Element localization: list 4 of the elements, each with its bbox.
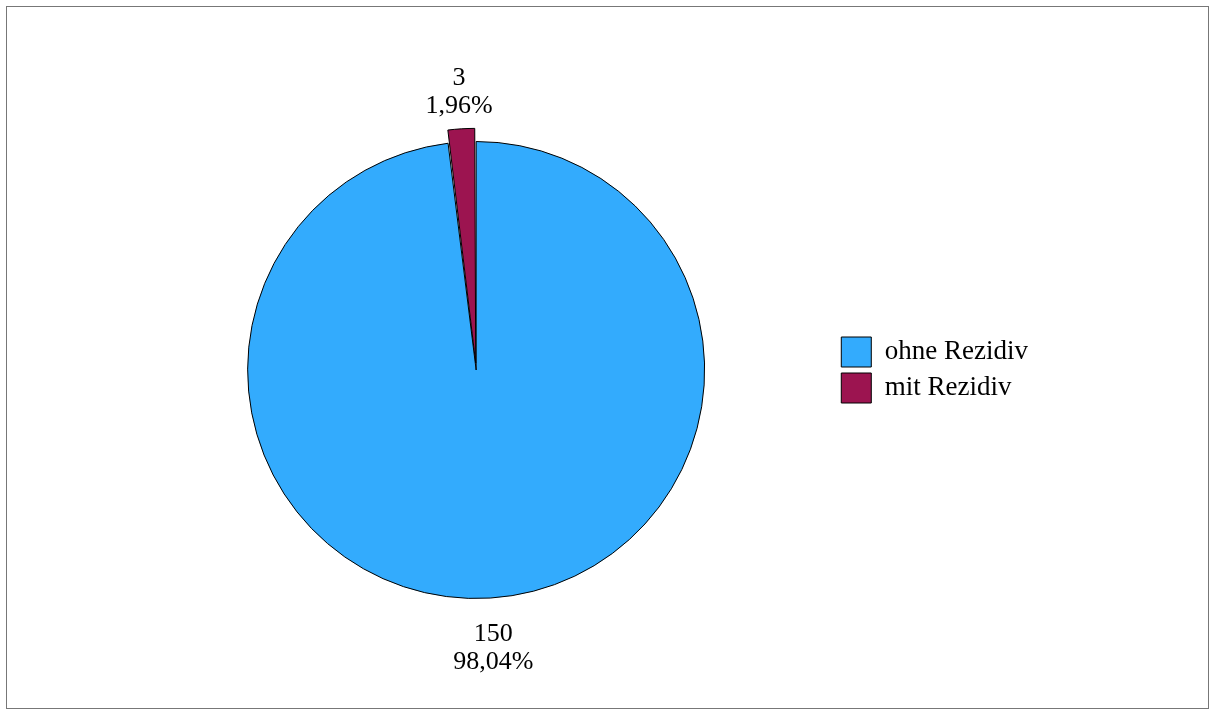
data-label: 150 98,04% <box>453 617 534 675</box>
legend-label: mit Rezidiv <box>884 371 1013 402</box>
data-label: 3 1,96% <box>425 61 493 119</box>
legend-label: ohne Rezidiv <box>884 335 1029 366</box>
